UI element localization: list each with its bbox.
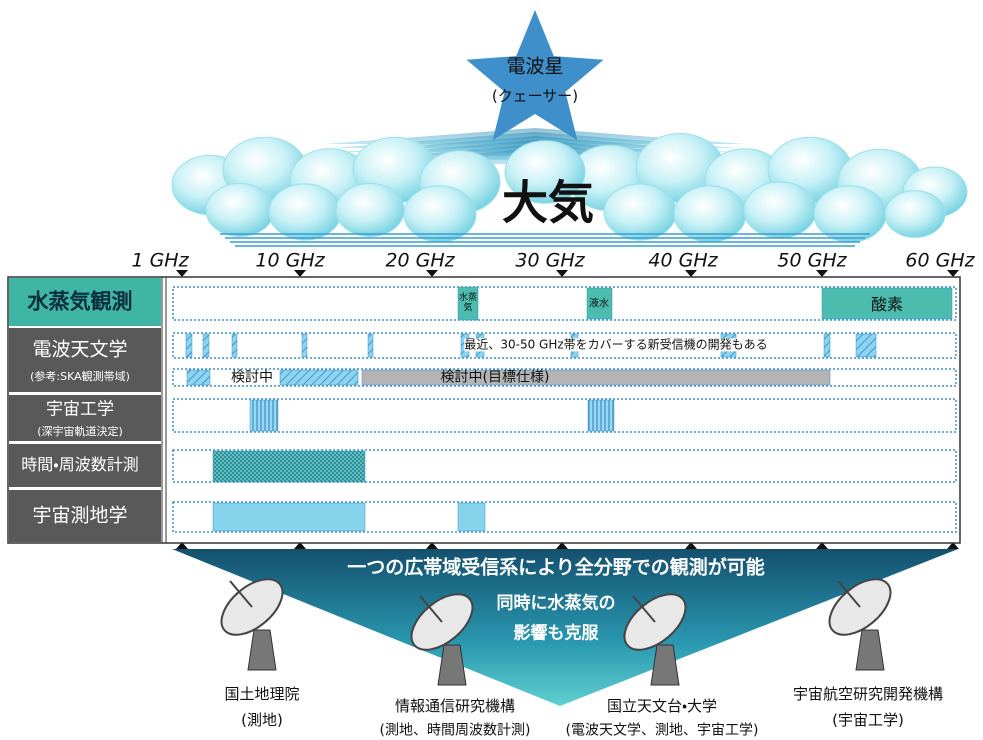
band: [824, 334, 830, 357]
band: [213, 503, 365, 531]
org-role: (測地): [241, 712, 283, 729]
band: [250, 400, 278, 431]
cloud: [744, 182, 816, 238]
cloud: [206, 183, 274, 236]
row-sublabel: (参考:SKA観測帯域): [30, 371, 130, 383]
ska-label: 検討中: [231, 370, 273, 385]
row-label: 水蒸気観測: [28, 290, 133, 313]
org-role: (宇宙工学): [832, 712, 904, 729]
row-label: 宇宙測地学: [32, 506, 127, 527]
org-role: (測地、時間周波数計測): [380, 723, 531, 738]
cloud: [885, 191, 945, 238]
row-label: 宇宙工学: [46, 401, 114, 420]
band: [213, 451, 365, 482]
row-label: 時間・周波数計測: [21, 456, 138, 474]
axis-label: 40 GHz: [648, 251, 717, 272]
org-name: 国土地理院: [224, 686, 299, 703]
band: [588, 400, 614, 431]
ska-label: 検討中(目標仕様): [441, 370, 550, 385]
band: [232, 334, 237, 357]
axis-label: 50 GHz: [777, 251, 846, 272]
source-label: 電波星: [506, 57, 563, 78]
band: [302, 334, 307, 357]
band: [362, 370, 830, 385]
org-name: 宇宙航空研究開発機構: [793, 686, 943, 703]
antenna-base: [856, 630, 884, 670]
axis-label: 10 GHz: [255, 251, 324, 272]
org-name: 情報通信研究機構: [395, 698, 515, 715]
atmosphere-label: 大気: [502, 178, 594, 229]
page: 電波星 (クェーサー) 大気 1 GHz 10 GHz 20 GHz 30 GH…: [0, 0, 983, 740]
source-note: (クェーサー): [492, 88, 578, 105]
axis-label: 30 GHz: [515, 251, 584, 272]
axis-label: 1 GHz: [131, 251, 188, 272]
band: [187, 370, 210, 385]
band-label: 水蒸気: [459, 294, 477, 314]
band: [458, 503, 485, 531]
band: [203, 334, 209, 357]
summary-line: 影響も克服: [514, 625, 599, 644]
org-name: 国立天文台・大学: [607, 698, 717, 715]
org-role: (電波天文学、測地、宇宙工学): [566, 723, 759, 738]
row-sublabel: (深宇宙軌道決定): [37, 426, 123, 438]
antenna-base: [248, 630, 276, 670]
cloud: [269, 184, 341, 240]
cloud: [336, 183, 404, 236]
summary-headline: 一つの広帯域受信系により全分野での観測が可能: [347, 558, 765, 579]
band-label: 酸素: [871, 296, 903, 314]
band: [368, 334, 373, 357]
axis-label: 20 GHz: [385, 251, 454, 272]
band: [186, 334, 192, 357]
band: [856, 334, 876, 357]
axis-label: 60 GHz: [905, 251, 974, 272]
band: [280, 370, 358, 385]
row-note: 最近、30-50 GHz帯をカバーする新受信機の開発もある: [464, 338, 767, 351]
cloud: [604, 184, 676, 240]
summary-line: 同時に水蒸気の: [497, 595, 616, 614]
row-label: 電波天文学: [32, 340, 127, 361]
band-label: 液水: [589, 299, 609, 310]
